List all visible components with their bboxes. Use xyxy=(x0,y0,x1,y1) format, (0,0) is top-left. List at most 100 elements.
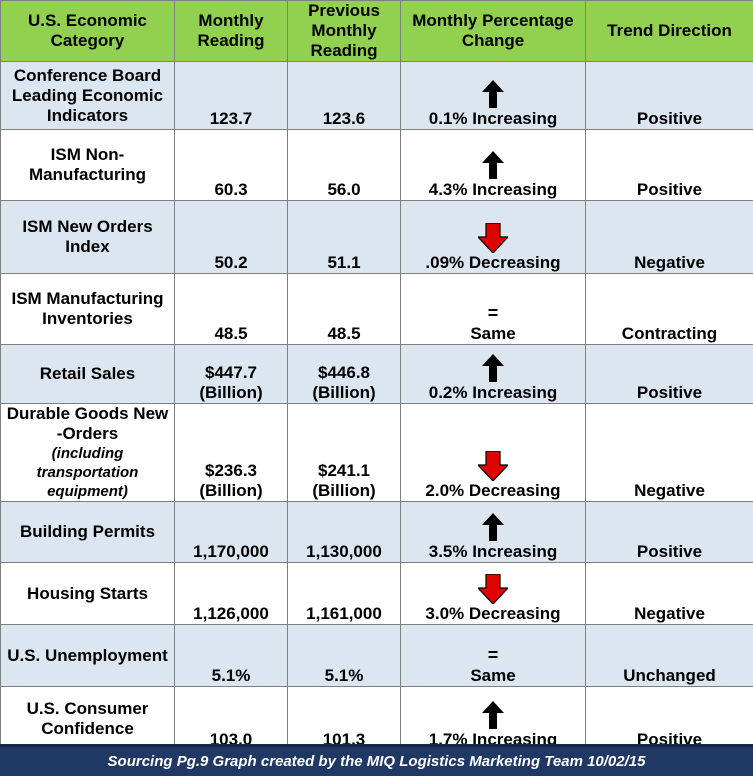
category-label: U.S. Consumer Confidence xyxy=(26,698,149,738)
previous-reading-cell: 51.1 xyxy=(287,200,401,274)
trend-direction-cell: Positive xyxy=(585,61,753,130)
table-row: Durable Goods New -Orders (including tran… xyxy=(0,403,753,502)
monthly-reading-cell: 1,126,000 xyxy=(174,562,288,625)
category-label: U.S. Unemployment xyxy=(7,645,168,665)
table-row: ISM Manufacturing Inventories 48.5 48.5 = Sa… xyxy=(0,273,753,345)
percentage-change-text: 0.1% Increasing xyxy=(428,109,558,128)
category-cell: Housing Starts xyxy=(0,562,175,625)
previous-reading-value: 51.1 xyxy=(327,253,361,272)
percentage-change-text: Same xyxy=(470,324,516,343)
previous-reading-unit: (Billion) xyxy=(312,481,376,500)
trend-direction-cell: Contracting xyxy=(585,273,753,345)
header-percentage-change: Monthly Percentage Change xyxy=(400,0,586,62)
percentage-change-cell: .09% Decreasing xyxy=(400,200,586,274)
monthly-reading-cell: 60.3 xyxy=(174,129,288,201)
previous-reading-cell: 1,130,000 xyxy=(287,501,401,563)
monthly-reading-value: 1,170,000 xyxy=(193,542,269,561)
trend-direction-cell: Positive xyxy=(585,686,753,751)
header-row: U.S. Economic Category Monthly Reading P… xyxy=(0,0,753,62)
monthly-reading-value: 60.3 xyxy=(214,180,248,199)
percentage-change-text: 0.2% Increasing xyxy=(428,383,558,402)
category-cell: U.S. Consumer Confidence xyxy=(0,686,175,751)
trend-direction-cell: Negative xyxy=(585,403,753,502)
trend-direction-cell: Positive xyxy=(585,344,753,404)
previous-reading-unit: (Billion) xyxy=(312,383,376,402)
percentage-change-cell: 2.0% Decreasing xyxy=(400,403,586,502)
previous-reading-cell: 1,161,000 xyxy=(287,562,401,625)
header-monthly-reading: Monthly Reading xyxy=(174,0,288,62)
previous-reading-cell: 56.0 xyxy=(287,129,401,201)
monthly-reading-value: 50.2 xyxy=(214,253,248,272)
monthly-reading-value: 1,126,000 xyxy=(193,604,269,623)
percentage-change-text: 2.0% Decreasing xyxy=(425,481,561,500)
previous-reading-value: 1,161,000 xyxy=(306,604,382,623)
monthly-reading-cell: $447.7 (Billion) xyxy=(174,344,288,404)
up-arrow-icon xyxy=(404,512,582,542)
monthly-reading-cell: 123.7 xyxy=(174,61,288,130)
economic-indicators-table: U.S. Economic Category Monthly Reading P… xyxy=(0,0,753,751)
monthly-reading-value: 5.1% xyxy=(211,666,251,685)
category-cell: ISM Manufacturing Inventories xyxy=(0,273,175,345)
percentage-change-text: 3.5% Increasing xyxy=(428,542,558,561)
monthly-reading-cell: 1,170,000 xyxy=(174,501,288,563)
category-note: (including transportation equipment) xyxy=(36,445,139,500)
down-arrow-icon xyxy=(404,451,582,481)
category-cell: Conference Board Leading Economic Indica… xyxy=(0,61,175,130)
monthly-reading-cell: 48.5 xyxy=(174,273,288,345)
trend-direction-cell: Negative xyxy=(585,562,753,625)
previous-reading-value: $446.8 xyxy=(318,363,370,382)
category-label: Retail Sales xyxy=(39,364,136,383)
table-row: U.S. Unemployment 5.1% 5.1% = Same Unchanged xyxy=(0,624,753,687)
category-cell: Building Permits xyxy=(0,501,175,563)
trend-direction-cell: Positive xyxy=(585,501,753,563)
category-label: ISM Non-Manufacturing xyxy=(28,145,147,184)
category-cell: ISM Non-Manufacturing xyxy=(0,129,175,201)
monthly-reading-cell: 103.0 xyxy=(174,686,288,751)
header-previous-reading: Previous Monthly Reading xyxy=(287,0,401,62)
up-arrow-icon xyxy=(404,353,582,383)
header-trend-direction: Trend Direction xyxy=(585,0,753,62)
monthly-reading-cell: $236.3 (Billion) xyxy=(174,403,288,502)
previous-reading-value: 48.5 xyxy=(327,324,361,343)
table-row: U.S. Consumer Confidence 103.0 101.3 1.7% I… xyxy=(0,686,753,751)
up-arrow-icon xyxy=(404,150,582,180)
up-arrow-icon xyxy=(404,700,582,730)
category-label: ISM New Orders Index xyxy=(22,217,153,256)
table-body: Conference Board Leading Economic Indica… xyxy=(0,61,753,751)
percentage-change-cell: 0.1% Increasing xyxy=(400,61,586,130)
category-label: Building Permits xyxy=(19,522,156,541)
up-arrow-icon xyxy=(404,79,582,109)
percentage-change-cell: 4.3% Increasing xyxy=(400,129,586,201)
monthly-reading-value: $236.3 xyxy=(205,461,257,480)
category-label: Housing Starts xyxy=(27,583,148,603)
table-row: Retail Sales $447.7 (Billion) $446.8 (Billio… xyxy=(0,344,753,404)
percentage-change-cell: 0.2% Increasing xyxy=(400,344,586,404)
down-arrow-icon xyxy=(404,574,582,604)
previous-reading-cell: 101.3 xyxy=(287,686,401,751)
previous-reading-cell: $241.1 (Billion) xyxy=(287,403,401,502)
equals-sign: = xyxy=(487,645,499,665)
category-cell: ISM New Orders Index xyxy=(0,200,175,274)
monthly-reading-value: 48.5 xyxy=(214,324,248,343)
previous-reading-value: 123.6 xyxy=(322,109,366,128)
footer-credit: Sourcing Pg.9 Graph created by the MIQ L… xyxy=(0,744,753,776)
previous-reading-value: $241.1 xyxy=(318,461,370,480)
percentage-change-text: 3.0% Decreasing xyxy=(425,604,561,623)
monthly-reading-unit: (Billion) xyxy=(199,481,263,500)
monthly-reading-cell: 50.2 xyxy=(174,200,288,274)
percentage-change-cell: = Same xyxy=(400,273,586,345)
header-category: U.S. Economic Category xyxy=(0,0,175,62)
percentage-change-cell: 3.0% Decreasing xyxy=(400,562,586,625)
category-cell: U.S. Unemployment xyxy=(0,624,175,687)
category-label: Conference Board Leading Economic Indica… xyxy=(11,65,164,125)
previous-reading-cell: 123.6 xyxy=(287,61,401,130)
table-row: Building Permits 1,170,000 1,130,000 3.5% I… xyxy=(0,501,753,563)
monthly-reading-value: $447.7 xyxy=(205,363,257,382)
table-row: Conference Board Leading Economic Indica… xyxy=(0,61,753,130)
table-row: ISM New Orders Index 50.2 51.1 .09% Decreas… xyxy=(0,200,753,274)
previous-reading-value: 56.0 xyxy=(327,180,361,199)
percentage-change-text: Same xyxy=(470,666,516,685)
previous-reading-cell: 48.5 xyxy=(287,273,401,345)
table-row: ISM Non-Manufacturing 60.3 56.0 4.3% Increa… xyxy=(0,129,753,201)
